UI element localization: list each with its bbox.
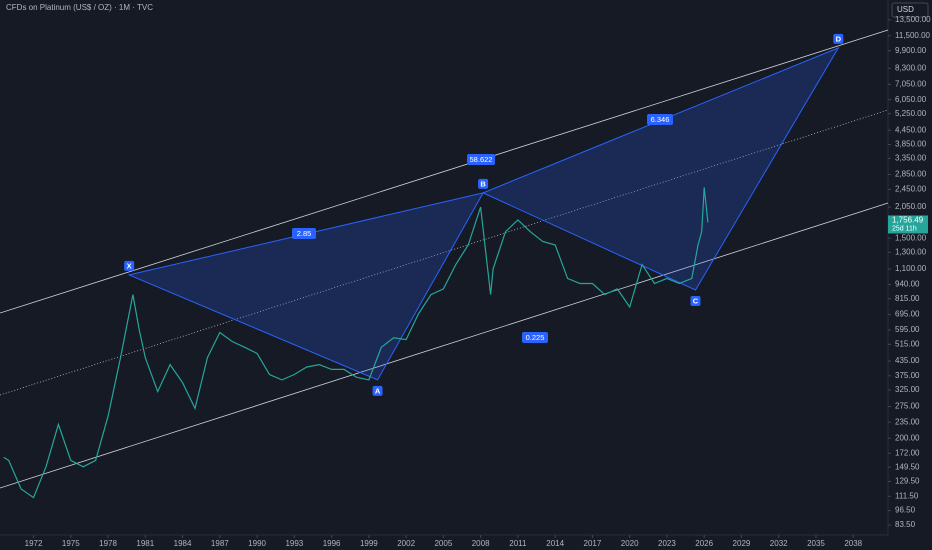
pattern-point-label: C [693,296,699,305]
x-tick-label: 1993 [285,539,303,548]
x-tick-label: 1984 [174,539,192,548]
pattern-point-marker [478,178,489,189]
x-tick-label: 1978 [99,539,117,548]
y-tick-label: 695.00 [895,310,920,319]
y-tick-label: 6,050.00 [895,95,927,104]
y-tick-label: 149.50 [895,462,920,471]
pattern-point: A [372,385,383,396]
x-tick-label: 2023 [658,539,676,548]
ratio-text: 2.85 [297,229,312,238]
ratio-label: 0.225 [522,332,548,343]
x-tick-label: 2008 [472,539,490,548]
y-tick-label: 8,300.00 [895,63,927,72]
x-tick-label: 2020 [621,539,639,548]
x-tick-label: 2014 [546,539,564,548]
pattern-point: B [478,178,489,189]
x-tick-label: 2017 [584,539,602,548]
ratio-text: 58.622 [470,155,493,164]
currency[interactable]: USD [897,5,914,14]
y-tick-label: 4,450.00 [895,125,927,134]
y-tick-label: 111.50 [895,491,919,500]
y-tick-label: 13,500.00 [895,15,931,24]
x-tick-label: 2035 [807,539,825,548]
y-tick-label: 515.00 [895,339,920,348]
pattern-point-marker [690,295,701,306]
y-tick-label: 200.00 [895,433,920,442]
y-tick-label: 5,250.00 [895,109,927,118]
y-tick-label: 435.00 [895,356,920,365]
pattern-point-marker [124,260,135,271]
x-tick-label: 2029 [733,539,751,548]
y-tick-label: 129.50 [895,477,920,486]
y-tick-label: 3,350.00 [895,153,927,162]
y-tick-label: 96.50 [895,506,916,515]
x-tick-label: 1996 [323,539,341,548]
y-tick-label: 275.00 [895,402,920,411]
x-tick-label: 1987 [211,539,229,548]
price-label: 1,756.49 [892,216,924,225]
y-tick-label: 1,300.00 [895,247,927,256]
x-tick-label: 1981 [136,539,154,548]
currency-box[interactable] [891,2,929,18]
ratio-text: 0.225 [526,333,545,342]
x-tick-label: 1972 [25,539,43,548]
pattern-point-label: B [480,179,486,188]
x-tick-label: 1999 [360,539,378,548]
ratio-text: 6.346 [651,115,670,124]
series [3,187,709,499]
ratio-label: 58.622 [467,154,495,165]
pattern-point: X [124,260,135,271]
y-tick-label: 2,850.00 [895,170,927,179]
ratio-label: 2.85 [292,228,316,239]
pattern-point-marker [833,33,844,44]
pattern-point-label: A [375,386,381,395]
chart-title: CFDs on Platinum (US$ / OZ) · 1M · TVC [6,3,153,12]
channel-line [0,29,889,314]
y-tick-label: 375.00 [895,371,920,380]
y-tick-label: 2,450.00 [895,185,927,194]
x-tick-label: 2038 [844,539,862,548]
ratio-label: 6.346 [647,114,673,125]
y-tick-label: 815.00 [895,294,920,303]
pattern-point-label: X [127,261,132,270]
y-tick-label: 11,500.00 [895,31,931,40]
price-line [3,187,709,499]
y-tick-label: 235.00 [895,417,920,426]
y-tick-label: 3,850.00 [895,140,927,149]
pattern-point: D [833,33,844,44]
pattern-point-label: D [836,34,842,43]
y-tick-label: 7,050.00 [895,80,927,89]
y-tick-label: 9,900.00 [895,46,927,55]
pattern-point-marker [372,385,383,396]
x-tick-label: 1975 [62,539,80,548]
x-tick-label: 2011 [509,539,527,548]
x-tick-label: 2026 [695,539,713,548]
y-tick-label: 325.00 [895,385,920,394]
y-tick-label: 1,100.00 [895,264,927,273]
price-countdown: 25d 11h [892,225,917,232]
y-tick-label: 1,500.00 [895,233,927,242]
pattern-point: C [690,295,701,306]
y-tick-label: 940.00 [895,280,920,289]
y-tick-label: 83.50 [895,520,916,529]
x-tick-label: 2032 [770,539,788,548]
y-tick-label: 172.00 [895,448,920,457]
y-tick-label: 2,050.00 [895,202,927,211]
y-tick-label: 595.00 [895,325,920,334]
channel-midline [0,109,889,396]
x-tick-label: 2005 [434,539,452,548]
price-label-box [888,215,928,234]
x-tick-label: 2002 [397,539,415,548]
channel-line [0,202,889,489]
x-tick-label: 1990 [248,539,266,548]
